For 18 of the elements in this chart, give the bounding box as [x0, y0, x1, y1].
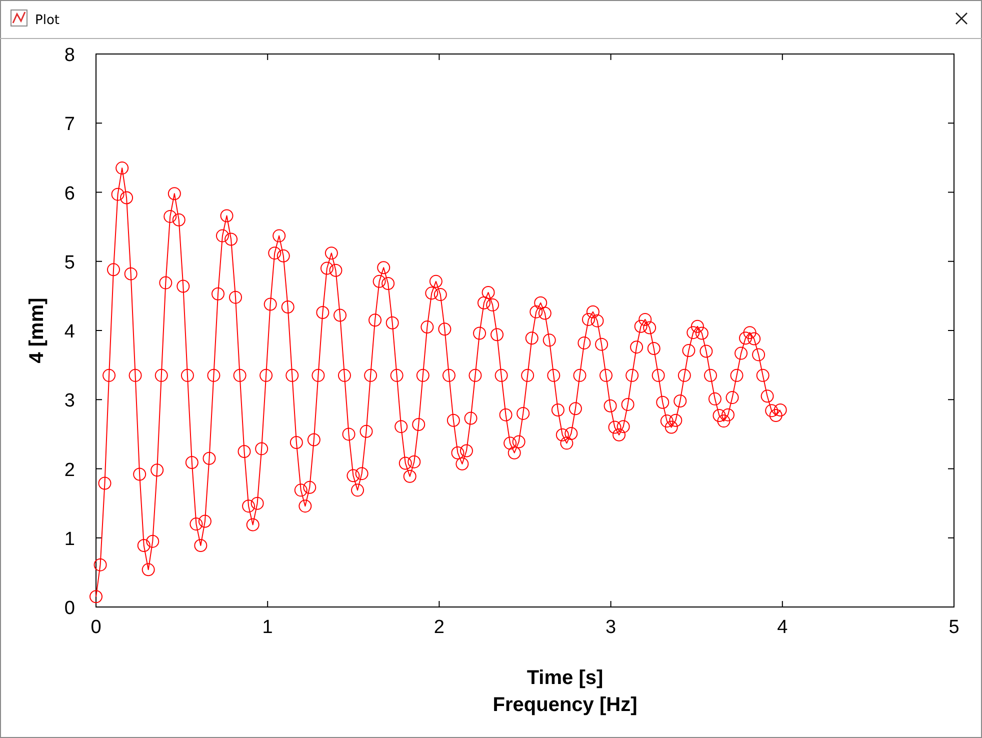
y-tick-label: 5 [64, 252, 75, 274]
x-tick-label: 3 [606, 617, 616, 638]
x-axis-title: Time [s] Frequency [Hz] [492, 667, 638, 716]
chart-title: Plot [35, 13, 60, 28]
y-axis-title: 4 [mm] [26, 298, 48, 364]
x-tick-label: 4 [777, 617, 788, 638]
y-tick-label: 7 [64, 114, 75, 136]
y-tick-label: 3 [64, 390, 75, 412]
x-tick-label: 5 [948, 617, 960, 638]
x-tick-label: 0 [90, 617, 102, 638]
y-tick-label: 4 [64, 322, 76, 342]
y-tick-label: 0 [64, 598, 75, 619]
x-tick-label: 1 [262, 617, 273, 638]
y-tick-label: 6 [64, 183, 75, 204]
y-tick-label: 2 [64, 460, 75, 481]
y-tick-label: 8 [64, 45, 75, 66]
x-tick-label: 2 [434, 617, 444, 638]
y-tick-label: 1 [64, 528, 75, 550]
